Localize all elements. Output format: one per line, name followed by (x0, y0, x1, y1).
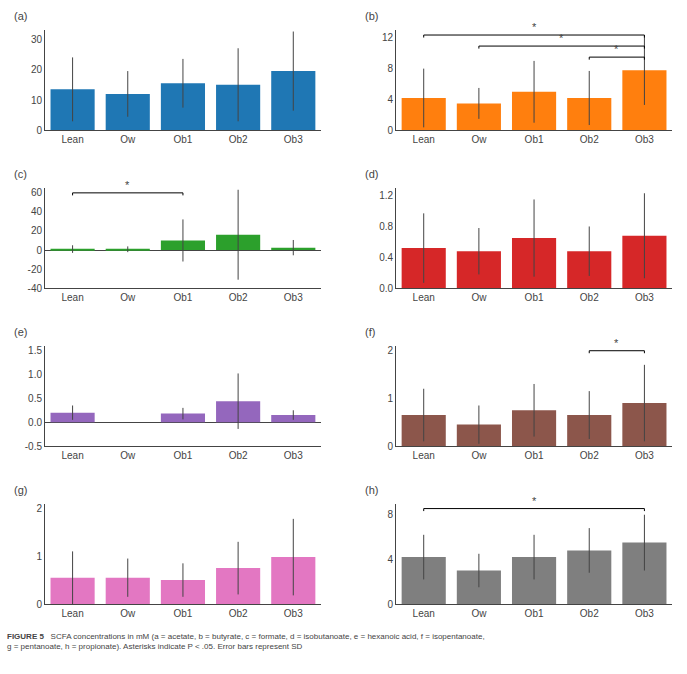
svg-text:-40: -40 (28, 283, 43, 294)
svg-text:Ob3: Ob3 (284, 134, 303, 145)
svg-text:Ob2: Ob2 (229, 608, 248, 619)
svg-text:20: 20 (31, 225, 43, 236)
svg-text:Ob3: Ob3 (635, 292, 654, 303)
svg-text:0: 0 (388, 125, 394, 136)
svg-text:60: 60 (31, 187, 43, 198)
svg-text:Ob1: Ob1 (525, 292, 544, 303)
svg-text:*: * (125, 179, 130, 191)
svg-text:Ow: Ow (120, 450, 136, 461)
svg-text:Ob3: Ob3 (635, 608, 654, 619)
svg-text:1: 1 (388, 393, 394, 404)
svg-text:2: 2 (388, 345, 394, 356)
svg-text:(c): (c) (14, 168, 27, 180)
svg-text:Ob1: Ob1 (525, 450, 544, 461)
svg-text:Lean: Lean (413, 450, 435, 461)
svg-text:Ob3: Ob3 (284, 608, 303, 619)
svg-text:12: 12 (382, 32, 394, 43)
svg-text:Lean: Lean (413, 608, 435, 619)
svg-text:Ob1: Ob1 (525, 134, 544, 145)
svg-text:10: 10 (31, 95, 43, 106)
svg-text:0.5: 0.5 (28, 393, 42, 404)
svg-text:(e): (e) (14, 326, 27, 338)
svg-text:-20: -20 (28, 264, 43, 275)
svg-text:Ob3: Ob3 (284, 450, 303, 461)
svg-text:*: * (532, 495, 537, 507)
svg-text:4: 4 (388, 94, 394, 105)
svg-text:Ow: Ow (471, 292, 487, 303)
svg-text:2: 2 (36, 503, 42, 514)
svg-text:0.0: 0.0 (28, 417, 42, 428)
svg-text:(d): (d) (365, 168, 378, 180)
svg-text:Ob1: Ob1 (173, 134, 192, 145)
svg-text:*: * (559, 32, 564, 44)
svg-text:Ob1: Ob1 (173, 608, 192, 619)
svg-text:4: 4 (388, 554, 394, 565)
svg-text:30: 30 (31, 34, 43, 45)
svg-text:Ob3: Ob3 (284, 292, 303, 303)
svg-text:Ow: Ow (120, 292, 136, 303)
svg-text:Ob2: Ob2 (229, 292, 248, 303)
svg-text:Ob2: Ob2 (580, 134, 599, 145)
svg-text:20: 20 (31, 64, 43, 75)
svg-text:Ow: Ow (471, 450, 487, 461)
svg-text:Lean: Lean (413, 134, 435, 145)
svg-text:-0.5: -0.5 (25, 441, 43, 452)
svg-text:(b): (b) (365, 10, 378, 22)
svg-text:Ob1: Ob1 (173, 450, 192, 461)
svg-text:8: 8 (388, 509, 394, 520)
svg-text:0: 0 (36, 245, 42, 256)
svg-text:1.2: 1.2 (379, 190, 393, 201)
svg-text:0: 0 (388, 599, 394, 610)
svg-text:Ob2: Ob2 (229, 450, 248, 461)
svg-text:Ob2: Ob2 (229, 134, 248, 145)
svg-text:Ob3: Ob3 (635, 134, 654, 145)
svg-text:0: 0 (36, 599, 42, 610)
svg-text:(g): (g) (14, 484, 27, 496)
svg-text:*: * (614, 337, 619, 349)
svg-text:0.8: 0.8 (379, 221, 393, 232)
svg-text:(f): (f) (365, 326, 375, 338)
svg-text:Ob2: Ob2 (580, 450, 599, 461)
svg-text:Lean: Lean (61, 134, 83, 145)
svg-text:(h): (h) (365, 484, 378, 496)
svg-text:Lean: Lean (413, 292, 435, 303)
svg-text:40: 40 (31, 206, 43, 217)
svg-text:*: * (614, 43, 619, 55)
svg-text:Ow: Ow (471, 134, 487, 145)
svg-text:Lean: Lean (61, 450, 83, 461)
svg-text:0: 0 (36, 125, 42, 136)
svg-text:Ob1: Ob1 (525, 608, 544, 619)
svg-text:0.0: 0.0 (379, 283, 393, 294)
svg-text:1.0: 1.0 (28, 369, 42, 380)
svg-text:(a): (a) (14, 10, 27, 22)
svg-text:Ob2: Ob2 (580, 608, 599, 619)
svg-text:Ow: Ow (120, 608, 136, 619)
svg-text:Ob2: Ob2 (580, 292, 599, 303)
svg-text:*: * (532, 21, 537, 33)
svg-text:Lean: Lean (61, 292, 83, 303)
svg-text:Ow: Ow (471, 608, 487, 619)
svg-text:1: 1 (36, 551, 42, 562)
svg-text:0.4: 0.4 (379, 252, 393, 263)
svg-text:1.5: 1.5 (28, 345, 42, 356)
svg-text:FIGURE 5 SCFA concentrations: FIGURE 5 SCFA concentrations in mM (a = … (7, 632, 485, 651)
svg-text:Ow: Ow (120, 134, 136, 145)
svg-text:0: 0 (388, 441, 394, 452)
svg-text:Ob1: Ob1 (173, 292, 192, 303)
svg-text:Ob3: Ob3 (635, 450, 654, 461)
svg-text:8: 8 (388, 63, 394, 74)
svg-text:Lean: Lean (61, 608, 83, 619)
